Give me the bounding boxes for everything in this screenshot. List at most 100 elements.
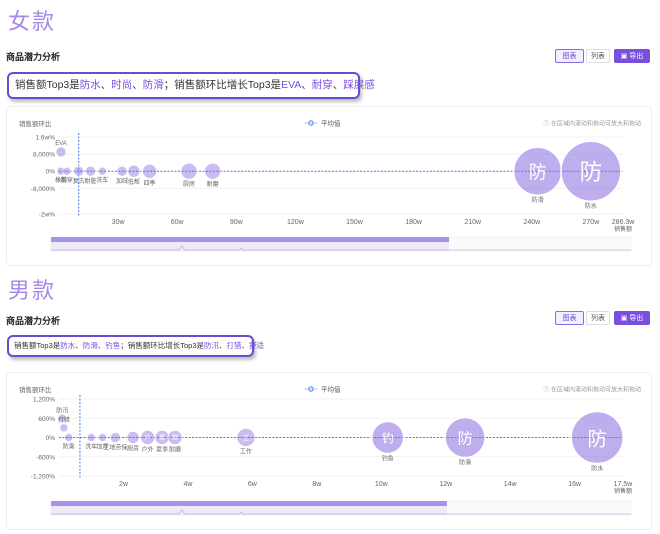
point-label: 防滑 [532, 196, 544, 204]
point-label: 复古 [73, 177, 85, 185]
data-point [370, 420, 405, 455]
data-point [55, 146, 67, 158]
export-button[interactable]: ▣ 导出 [614, 49, 650, 63]
data-point [140, 430, 155, 445]
top-growth-3: 踩屎感 [343, 79, 375, 91]
data-point [98, 433, 107, 442]
data-point [142, 163, 157, 179]
data-point [167, 430, 183, 445]
x-tick-label: 60w [171, 219, 185, 226]
y-tick-label: 0% [46, 435, 56, 442]
x-tick-label: 150w [346, 219, 364, 226]
point-label: 耐脏 [85, 177, 97, 185]
data-point [85, 165, 96, 177]
point-icon-label: 夏 [159, 435, 165, 442]
top-sales-2: 防滑 [82, 341, 98, 350]
top-growth-2: 耐穿 [311, 79, 333, 91]
point-label: 耐磨 [169, 446, 181, 454]
legend-label: 平均值 [321, 119, 341, 128]
export-icon: ▣ [620, 315, 630, 322]
chart-card[interactable]: 销售额环比 平均值 ⓘ 在区域内滚动和拖动可放大和拖动 1.6w% 8,000% 0% -8… [6, 106, 652, 266]
summary-text: 销售额Top3是 [15, 79, 80, 91]
point-icon-label: 防 [458, 431, 473, 448]
y-tick-label: -2w% [39, 212, 55, 219]
chart-card[interactable]: 销售额环比 平均值 ⓘ 在区域内滚动和拖动可放大和拖动 1,200% 600% 0% -60… [6, 372, 652, 530]
x-tick-label: 240w [523, 219, 541, 226]
summary-text: 销售额Top3是 [14, 341, 61, 350]
x-axis-title: 销售额 [614, 225, 632, 233]
scatter-chart-women[interactable]: 销售额环比 平均值 ⓘ 在区域内滚动和拖动可放大和拖动 1.6w% 8,000% 0% -8… [7, 107, 651, 265]
point-label: 工地劳保 [103, 444, 127, 452]
x-tick-label: 16w [568, 481, 582, 488]
panel-title: 商品潜力分析 [6, 52, 61, 62]
point-label: 低帮 [128, 178, 140, 186]
point-label: 耐穿 [61, 176, 73, 184]
point-label: 四季 [144, 179, 156, 187]
data-point [56, 166, 66, 176]
point-label: 洗车 [96, 176, 108, 184]
y-axis-title: 销售额环比 [19, 119, 52, 128]
data-point [126, 431, 140, 444]
data-point [73, 165, 84, 177]
point-label: 加厚 [97, 443, 109, 451]
y-tick-label: 8,000% [33, 152, 55, 159]
point-label: 户外 [142, 446, 154, 454]
top-growth-1: EVA [281, 79, 302, 91]
point-label: 橡胶 [55, 176, 67, 184]
point-label: 工作 [240, 448, 252, 456]
x-tick-label: 210w [464, 219, 482, 226]
zoom-slider-handle[interactable] [51, 237, 449, 242]
point-label: 防臭 [63, 443, 75, 451]
top-sales-3: 钓鱼 [105, 341, 121, 350]
point-label: EVA [55, 141, 67, 147]
data-point [98, 166, 107, 176]
export-label: 导出 [629, 53, 644, 60]
point-label: 耐磨 [207, 180, 219, 188]
top-growth-2: 打猎 [226, 341, 242, 350]
data-point [59, 423, 69, 433]
chart-view-button[interactable]: 图表 [555, 311, 584, 325]
point-label: 防汛 [56, 406, 68, 414]
x-tick-label: 17.5w [614, 481, 634, 488]
zoom-slider-handle[interactable] [51, 501, 447, 506]
y-tick-label: 1,200% [33, 397, 55, 404]
data-point [64, 433, 73, 442]
point-label: 打猎 [58, 416, 70, 424]
x-tick-label: 2w [119, 481, 129, 488]
data-point [57, 413, 67, 423]
scatter-chart-men[interactable]: 销售额环比 平均值 ⓘ 在区域内滚动和拖动可放大和拖动 1,200% 600% 0% -60… [7, 373, 651, 529]
section-heading-men: 男款 [8, 279, 57, 304]
data-point [110, 432, 121, 443]
y-tick-label: -1,200% [31, 474, 55, 481]
x-tick-label: 14w [504, 481, 518, 488]
chart-view-button[interactable]: 图表 [555, 49, 584, 63]
point-icon-label: 户 [145, 434, 151, 442]
data-point [560, 140, 622, 202]
data-point [116, 165, 128, 177]
zoom-hint: ⓘ 在区域内滚动和拖动可放大和拖动 [543, 386, 641, 394]
data-point [180, 162, 198, 180]
zoom-hint: ⓘ 在区域内滚动和拖动可放大和拖动 [543, 120, 641, 128]
data-point [204, 162, 221, 180]
export-button[interactable]: ▣ 导出 [614, 311, 650, 325]
x-tick-label: 120w [287, 219, 305, 226]
export-icon: ▣ [620, 53, 630, 60]
top-sales-3: 防滑 [142, 79, 164, 91]
zoom-slider-selection[interactable] [51, 501, 447, 515]
export-label: 导出 [629, 315, 644, 322]
point-label: 厨房 [183, 180, 195, 188]
point-label: 防水 [591, 465, 603, 473]
top-sales-2: 时尚 [111, 79, 133, 91]
x-tick-label: 8w [312, 481, 322, 488]
zoom-slider-selection[interactable] [51, 237, 449, 251]
point-label: 防滑 [459, 459, 471, 467]
data-point [86, 433, 96, 442]
y-tick-label: 0% [46, 169, 56, 176]
x-tick-label: 270w [583, 219, 601, 226]
data-point [570, 410, 624, 465]
list-view-button[interactable]: 列表 [586, 49, 610, 63]
point-icon-label: 工 [243, 435, 250, 442]
point-label: 钓鱼 [382, 455, 394, 463]
list-view-button[interactable]: 列表 [586, 311, 610, 325]
section-heading-women: 女款 [8, 10, 57, 35]
